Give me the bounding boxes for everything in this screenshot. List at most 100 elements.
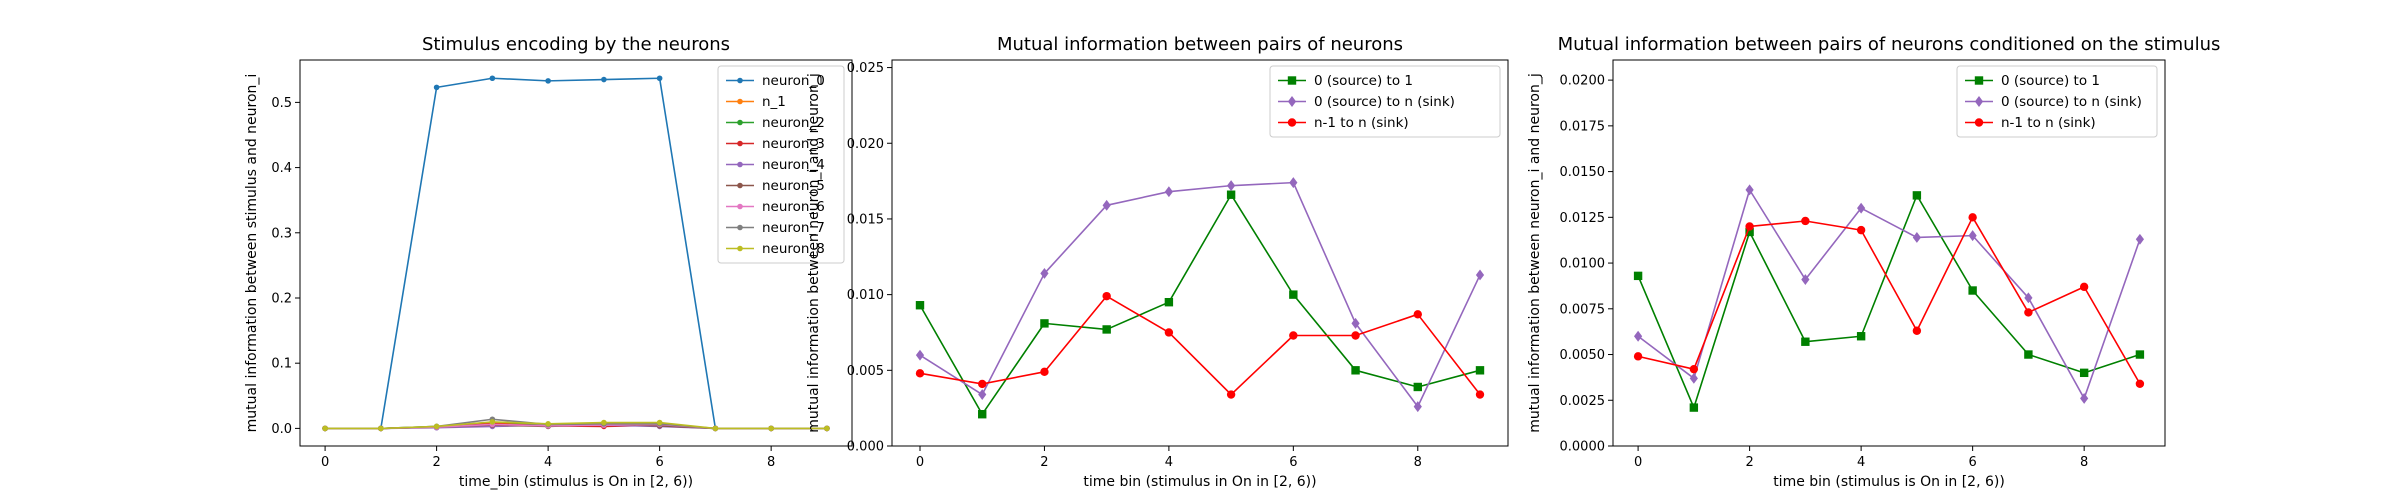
legend-marker (737, 161, 743, 168)
data-point (1351, 331, 1360, 340)
data-point (2135, 233, 2145, 245)
data-point (489, 75, 496, 82)
legend-entry: n_1 (726, 94, 786, 110)
legend-label: neuron_6 (762, 199, 825, 215)
legend-label: neuron_7 (762, 220, 825, 236)
x-axis-label: time_bin (stimulus is On in [2, 6)) (459, 474, 693, 490)
legend-entry: 0 (source) to 1 (1278, 73, 1413, 89)
legend-marker (737, 119, 743, 126)
y-tick-label: 0.0025 (1560, 394, 1606, 409)
legend-entry: n-1 to n (sink) (1278, 115, 1409, 131)
legend-label: n_1 (762, 94, 786, 110)
chart-title: Stimulus encoding by the neurons (422, 34, 730, 55)
y-tick-label: 0.0050 (1560, 348, 1606, 363)
data-point (915, 301, 925, 310)
data-point (1226, 190, 1236, 199)
legend-marker (1974, 96, 1984, 107)
x-tick-label: 0 (1634, 455, 1642, 470)
legend-label: n-1 to n (sink) (1314, 115, 1409, 131)
data-point (1912, 231, 1921, 243)
data-point (1633, 271, 1643, 281)
legend-box (1956, 65, 2158, 138)
legend-marker (1974, 76, 1984, 85)
series-1 (1633, 191, 2145, 412)
x-tick-label: 4 (1857, 455, 1865, 470)
data-point (1801, 216, 1810, 226)
legend-entry: n-1 to n (sink) (1965, 115, 2096, 131)
y-tick-label: 0.015 (847, 212, 884, 227)
legend-entry: neuron_5 (726, 178, 825, 194)
x-tick-label: 0 (321, 455, 329, 470)
y-axis-label: mutual information between stimulus and … (244, 74, 260, 433)
legend-entry: neuron_6 (726, 199, 825, 215)
data-point (915, 369, 925, 378)
series-3 (1633, 213, 2145, 389)
x-tick-label: 6 (655, 455, 663, 470)
y-tick-label: 0.0175 (1560, 119, 1606, 134)
legend-marker (737, 140, 743, 147)
data-point (1413, 382, 1422, 392)
data-point (2080, 392, 2089, 404)
legend-label: neuron_4 (762, 157, 825, 173)
chart-panel-2: Mutual information between pairs of neur… (806, 34, 1509, 490)
data-point (1040, 267, 1049, 279)
y-tick-label: 0.005 (847, 364, 884, 379)
legend-entry: neuron_8 (726, 241, 825, 257)
legend-label: neuron_0 (762, 73, 825, 89)
x-tick-label: 2 (432, 455, 440, 470)
data-point (1102, 199, 1111, 211)
data-point (1040, 367, 1049, 377)
data-point (1912, 191, 1922, 200)
legend-marker (737, 203, 743, 210)
legend-entry: neuron_7 (726, 220, 825, 236)
data-point (1856, 225, 1866, 235)
data-point (1689, 364, 1699, 374)
x-tick-label: 8 (1414, 455, 1422, 470)
data-point (2024, 292, 2033, 304)
axes-frame (891, 59, 1509, 447)
data-point (1633, 330, 1643, 342)
data-point (1475, 366, 1485, 375)
data-point (768, 425, 774, 432)
series-line (325, 421, 827, 430)
x-tick-label: 4 (544, 455, 552, 470)
data-point (1475, 390, 1485, 399)
data-point (433, 84, 440, 91)
data-point (1745, 227, 1754, 237)
data-point (1351, 317, 1360, 329)
data-point (1164, 186, 1173, 198)
data-point (1289, 331, 1298, 340)
x-tick-label: 8 (2080, 455, 2088, 470)
data-point (915, 349, 925, 361)
x-tick-label: 2 (1040, 455, 1048, 470)
legend-box (717, 65, 845, 264)
data-point (1289, 177, 1298, 189)
y-axis-label: mutual information between neuron_i and … (1527, 73, 1543, 433)
data-point (378, 425, 384, 432)
y-tick-label: 0.5 (271, 96, 292, 111)
series-line (1637, 189, 2141, 400)
data-point (1351, 366, 1360, 375)
y-tick-label: 0.000 (847, 440, 884, 455)
legend-entry: neuron_4 (726, 157, 825, 173)
data-point (2024, 350, 2033, 359)
data-point (1745, 184, 1754, 196)
series-line (1637, 216, 2141, 385)
data-point (489, 419, 496, 425)
data-point (433, 423, 440, 430)
data-point (1745, 222, 1754, 231)
series-2 (1633, 184, 2145, 404)
chart-title: Mutual information between pairs of neur… (1558, 34, 2221, 55)
y-tick-label: 0.025 (847, 61, 884, 76)
y-tick-label: 0.0150 (1560, 165, 1606, 180)
y-tick-label: 0.4 (271, 161, 292, 176)
y-tick-label: 0.0075 (1560, 302, 1606, 317)
data-point (656, 75, 663, 82)
x-tick-label: 8 (767, 455, 775, 470)
legend-marker (737, 182, 743, 189)
series-line (1637, 194, 2141, 409)
legend-label: 0 (source) to n (sink) (1314, 94, 1455, 110)
data-point (601, 76, 607, 83)
data-point (2079, 282, 2089, 292)
